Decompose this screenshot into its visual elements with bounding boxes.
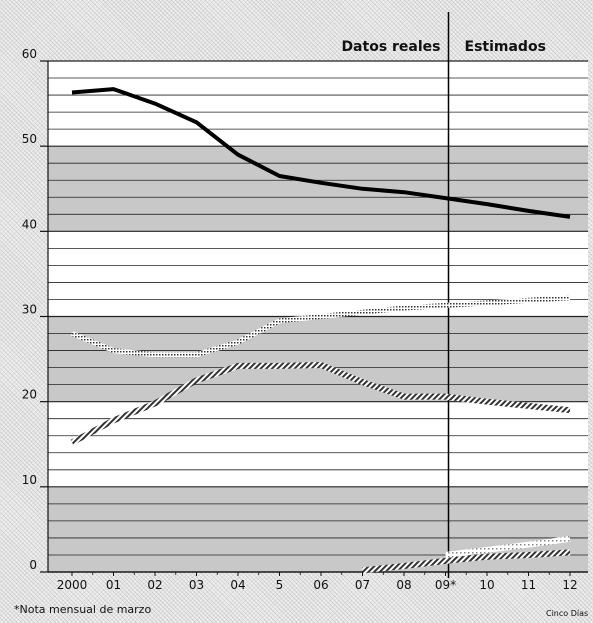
x-tick-label: 12 — [562, 578, 577, 592]
series-lines — [70, 87, 571, 574]
series-line-striped — [362, 549, 571, 574]
series-line-dotted — [71, 295, 571, 358]
x-tick-label: 2000 — [57, 578, 88, 592]
series-line-main — [71, 87, 571, 219]
grid-band — [48, 486, 588, 572]
x-tick-label: 07 — [355, 578, 370, 592]
x-tick-label: 06 — [313, 578, 328, 592]
y-tick-label: 0 — [29, 558, 37, 572]
y-tick-label: 10 — [22, 473, 37, 487]
region-label-actual: Datos reales — [341, 39, 440, 55]
x-tick-label: 5 — [276, 578, 284, 592]
x-tick-label: 02 — [147, 578, 162, 592]
footnote: *Nota mensual de marzo — [14, 603, 152, 616]
region-label-estimated: Estimados — [465, 39, 546, 55]
axes — [40, 12, 588, 578]
grid-band — [48, 146, 588, 232]
source-credit: Cinco Días — [546, 609, 589, 618]
x-tick-label: 08 — [396, 578, 411, 592]
x-tick-label: 04 — [230, 578, 245, 592]
series-line-white — [445, 535, 571, 558]
y-tick-label: 40 — [22, 217, 37, 231]
x-tick-label: 11 — [521, 578, 536, 592]
axis-labels: 0 10 20 30 40 50 60 2000 01 02 03 04 5 06 07 08 09* 10 11 1… — [22, 39, 578, 592]
x-tick-label: 01 — [106, 578, 121, 592]
grid-band — [48, 316, 588, 402]
x-tick-label: 03 — [189, 578, 204, 592]
series-line-striped — [70, 362, 571, 446]
x-tick-label: 10 — [479, 578, 494, 592]
x-tick-label: 09* — [435, 578, 456, 592]
y-tick-label: 30 — [22, 303, 37, 317]
y-tick-label: 60 — [22, 47, 37, 61]
y-tick-label: 50 — [22, 132, 37, 146]
y-tick-label: 20 — [22, 388, 37, 402]
